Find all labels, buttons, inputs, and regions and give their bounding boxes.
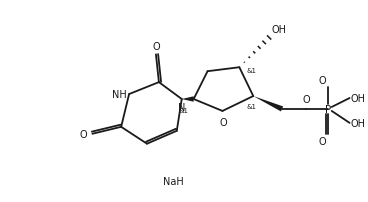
Polygon shape [182,97,194,102]
Text: &1: &1 [246,103,256,109]
Text: OH: OH [351,118,365,128]
Text: OH: OH [351,94,365,103]
Text: &1: &1 [246,68,256,74]
Text: O: O [220,117,227,127]
Text: N: N [178,102,185,113]
Text: O: O [302,95,310,104]
Polygon shape [253,97,283,112]
Text: NaH: NaH [163,177,184,186]
Text: P: P [325,104,331,114]
Text: O: O [318,76,326,86]
Text: &1: &1 [179,107,189,113]
Text: O: O [318,136,326,146]
Text: NH: NH [112,90,127,100]
Text: O: O [152,42,160,52]
Text: O: O [80,129,87,139]
Text: OH: OH [271,25,286,35]
